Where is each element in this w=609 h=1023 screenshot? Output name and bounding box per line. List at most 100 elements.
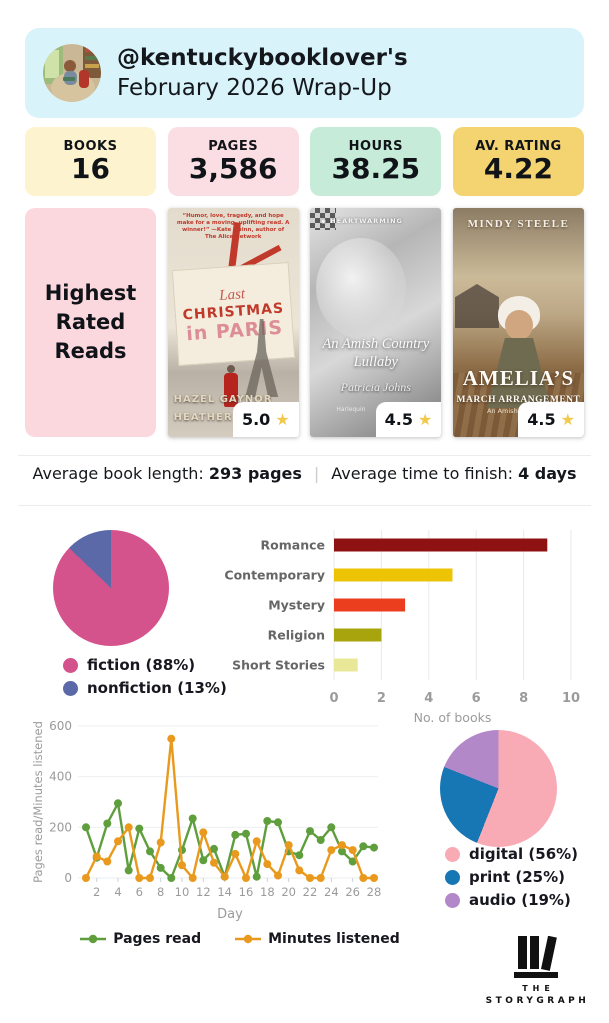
divider	[18, 455, 591, 456]
legend-item: audio (19%)	[445, 891, 578, 909]
stat-label: BOOKS	[63, 139, 118, 154]
rating-value: 4.5	[527, 410, 556, 429]
legend-dot-icon	[445, 892, 460, 908]
averages-row: Average book length: 293 pages | Average t…	[0, 464, 609, 483]
highest-rated-section: Highest Rated Reads “Humor, love, traged…	[25, 208, 584, 437]
cover-title-block: Last CHRISTMAS in PARIS	[171, 262, 295, 366]
legend-label: nonfiction (13%)	[87, 679, 227, 697]
book-cover-last-christmas-in-paris: “Humor, love, tragedy, and hope make for…	[167, 208, 299, 437]
svg-text:22: 22	[303, 885, 318, 899]
svg-text:Religion: Religion	[268, 628, 325, 643]
svg-text:20: 20	[281, 885, 296, 899]
svg-text:2: 2	[377, 691, 386, 706]
svg-text:16: 16	[239, 885, 254, 899]
avatar-illustration	[43, 44, 101, 102]
legend-label: Pages read	[113, 931, 202, 947]
cover-title: An Amish Country Lullaby	[322, 336, 430, 370]
fiction-nonfiction-pie-chart	[53, 530, 169, 646]
svg-text:14: 14	[217, 885, 232, 899]
highest-rated-title-card: Highest Rated Reads	[25, 208, 156, 437]
header-card: @kentuckybooklover's February 2026 Wrap-…	[25, 28, 584, 118]
format-pie-legend: digital (56%) print (25%) audio (19%)	[445, 845, 578, 909]
svg-text:No. of books: No. of books	[414, 710, 492, 725]
woman-figure	[223, 365, 238, 407]
avatar	[43, 44, 101, 102]
svg-text:8: 8	[157, 885, 164, 899]
stats-row: BOOKS 16 PAGES 3,586 HOURS 38.25 AV. RAT…	[25, 127, 584, 196]
avg-book-length-label: Average book length:	[32, 464, 209, 483]
stat-value: 3,586	[188, 152, 278, 185]
svg-text:0: 0	[64, 871, 72, 885]
svg-text:Romance: Romance	[261, 538, 325, 553]
divider	[18, 505, 591, 506]
avg-book-length-value: 293 pages	[208, 464, 302, 483]
wrapup-title: February 2026 Wrap-Up	[117, 75, 392, 101]
line-marker-icon	[235, 934, 262, 944]
rating-value: 5.0	[241, 410, 271, 429]
svg-text:400: 400	[49, 770, 72, 784]
legend-dot-icon	[63, 657, 78, 673]
averages-separator: |	[313, 464, 320, 483]
cover-author: MINDY STEELE	[467, 218, 570, 230]
svg-text:12: 12	[196, 885, 211, 899]
stat-label: AV. RATING	[475, 139, 562, 154]
highest-rated-title: Highest Rated Reads	[44, 281, 137, 363]
svg-text:Day: Day	[217, 907, 243, 922]
storygraph-logo: THE STORYGRAPH	[478, 936, 594, 1006]
svg-text:24: 24	[324, 885, 339, 899]
star-icon: ★	[417, 409, 433, 429]
stat-card-hours: HOURS 38.25	[310, 127, 442, 196]
svg-text:Short Stories: Short Stories	[232, 658, 325, 673]
legend-label: fiction (88%)	[87, 656, 196, 674]
svg-text:6: 6	[136, 885, 143, 899]
svg-text:Pages read/Minutes listened: Pages read/Minutes listened	[31, 721, 45, 883]
avg-time-label: Average time to finish:	[331, 464, 519, 483]
svg-text:18: 18	[260, 885, 275, 899]
rating-badge: 4.5 ★	[375, 402, 442, 437]
genres-bar-chart: 0 2 4 6 8 10 Romance Contemporary Mystery Religio…	[224, 530, 580, 725]
svg-text:200: 200	[49, 820, 72, 834]
sleeping-child-photo	[316, 238, 407, 338]
logo-text-storygraph: STORYGRAPH	[485, 996, 590, 1006]
cover-publisher: Harlequin	[336, 406, 366, 413]
stat-value: 4.22	[483, 152, 554, 185]
stat-card-pages: PAGES 3,586	[167, 127, 299, 196]
face-shape	[504, 310, 533, 340]
svg-text:Mystery: Mystery	[268, 598, 325, 613]
farmhouse-silhouette	[454, 284, 499, 328]
cover-title-line: MARCH ARRANGEMENT	[456, 395, 581, 405]
avg-time-value: 4 days	[518, 464, 577, 483]
stat-card-books: BOOKS 16	[25, 127, 156, 196]
svg-text:28: 28	[367, 885, 382, 899]
stat-card-avg-rating: AV. RATING 4.22	[452, 127, 584, 196]
rating-badge: 5.0 ★	[232, 402, 299, 437]
legend-item: nonfiction (13%)	[63, 679, 227, 697]
book-cover-an-amish-country-lullaby: HEARTWARMING An Amish Country Lullaby Pa…	[310, 208, 442, 437]
legend-label: print (25%)	[469, 868, 565, 886]
legend-item: digital (56%)	[445, 845, 578, 863]
legend-label: digital (56%)	[469, 845, 579, 863]
svg-text:26: 26	[345, 885, 360, 899]
legend-item: fiction (88%)	[63, 656, 227, 674]
star-icon: ★	[560, 409, 575, 429]
svg-text:4: 4	[424, 691, 433, 706]
stat-value: 16	[71, 152, 110, 185]
cover-imprint: HEARTWARMING	[320, 217, 403, 225]
svg-text:10: 10	[562, 691, 580, 706]
username: @kentuckybooklover's	[117, 45, 408, 71]
star-icon: ★	[275, 409, 290, 429]
books-icon	[514, 936, 558, 978]
svg-text:10: 10	[175, 885, 190, 899]
svg-text:2: 2	[93, 885, 100, 899]
svg-text:0: 0	[329, 691, 338, 706]
svg-text:600: 600	[49, 719, 72, 733]
cover-title-line: Last	[218, 285, 246, 304]
legend-item: print (25%)	[445, 868, 578, 886]
rating-badge: 4.5 ★	[518, 402, 584, 437]
cover-author: HEATHER WEBB	[173, 412, 275, 423]
cover-author: HAZEL GAYNOR	[173, 394, 273, 405]
svg-text:Contemporary: Contemporary	[224, 568, 325, 583]
stat-label: HOURS	[348, 139, 403, 154]
book-cover-amelias-march-arrangement: MINDY STEELE AMELIA’S MARCH ARRANGEMENT …	[452, 208, 584, 437]
